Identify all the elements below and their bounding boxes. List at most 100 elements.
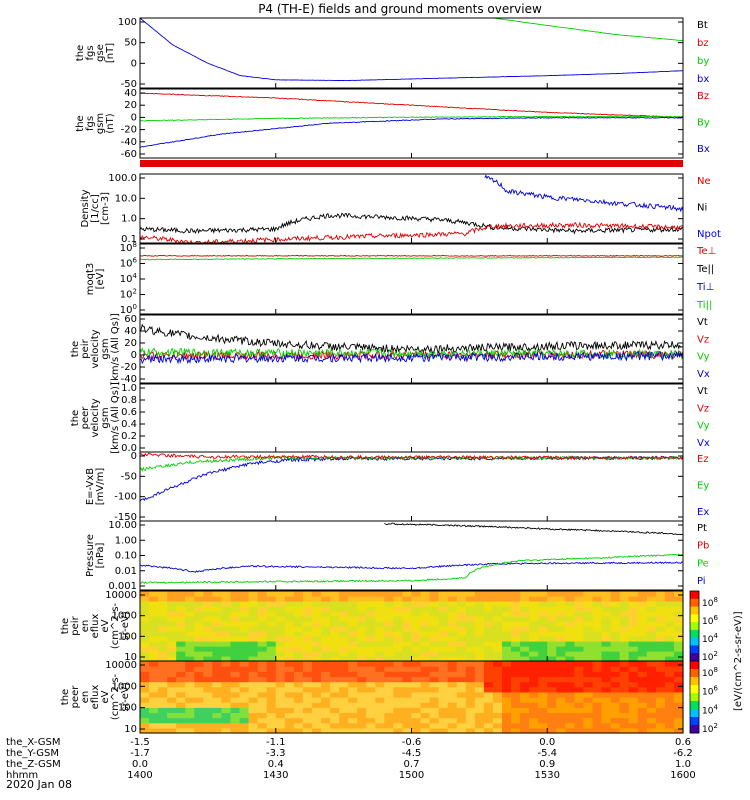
ylabel-line: velocity (90, 398, 101, 437)
spectrogram-cell (239, 686, 250, 693)
spectrogram-cell (302, 712, 313, 719)
spectrogram-cell (502, 702, 512, 708)
spectrogram-cell (628, 596, 639, 602)
spectrogram-cell (176, 646, 186, 652)
spectrogram-cell (655, 676, 666, 683)
spectrogram-cell (520, 651, 530, 657)
spectrogram-cell (565, 691, 575, 698)
spectrogram-cell (592, 626, 603, 632)
spectrogram-cell (547, 722, 557, 729)
spectrogram-cell (565, 676, 575, 683)
axis-row-value: -0.6 (402, 737, 422, 748)
spectrogram-cell (194, 606, 204, 612)
spectrogram-cell (302, 722, 313, 729)
spectrogram-cell (330, 697, 340, 703)
spectrogram-cell (673, 676, 684, 683)
spectrogram-cell (547, 697, 557, 703)
spectrogram-cell (230, 606, 241, 612)
spectrogram-cell (348, 606, 358, 612)
ylabel-line: eV (100, 619, 111, 632)
ytick-label: 0 (131, 58, 137, 69)
spectrogram-cell (203, 666, 213, 672)
spectrogram-cell (664, 626, 675, 632)
spectrogram-cell (140, 596, 150, 602)
spectrogram-cell (230, 727, 241, 734)
spectrogram-cell (149, 621, 159, 627)
spectrogram-cell (628, 656, 639, 662)
spectrogram-cell (637, 611, 648, 617)
spectrogram-cell (239, 591, 250, 597)
spectrogram-cell (275, 717, 286, 724)
spectrogram-cell (592, 646, 603, 652)
spectrogram-cell (284, 646, 295, 652)
spectrogram-cell (420, 596, 431, 602)
axis-row-value: 1600 (670, 770, 695, 781)
spectrogram-cell (673, 717, 684, 724)
spectrogram-cell (474, 702, 485, 708)
spectrogram-cell (583, 676, 594, 683)
spectrogram-cell (456, 591, 467, 597)
spectrogram-cell (520, 611, 530, 617)
spectrogram-cell (565, 641, 575, 647)
spectrogram-cell (664, 596, 675, 602)
spectrogram-cell (366, 722, 376, 729)
spectrogram-cell (592, 641, 603, 647)
spectrogram-cell (185, 641, 195, 647)
spectrogram-cell (257, 606, 268, 612)
spectrogram-cell (393, 712, 404, 719)
spectrogram-cell (302, 717, 313, 724)
spectrogram-cell (664, 631, 675, 637)
ylabel-line: peer (80, 406, 91, 430)
spectrogram-cell (203, 611, 213, 617)
spectrogram-cell (203, 616, 213, 622)
spectrogram-cell (239, 606, 250, 612)
spectrogram-cell (339, 676, 349, 683)
spectrogram-cell (293, 651, 304, 657)
spectrogram-cell (185, 591, 195, 597)
spectrogram-cell (520, 707, 530, 714)
spectrogram-cell (284, 712, 295, 719)
legend-Ne: Ne (697, 176, 711, 187)
spectrogram-cell (520, 702, 530, 708)
spectrogram-cell (538, 601, 548, 607)
spectrogram-cell (221, 596, 232, 602)
spectrogram-cell (167, 702, 177, 708)
spectrogram-cell (203, 661, 213, 667)
spectrogram-cell (574, 697, 585, 703)
spectrogram-cell (221, 676, 232, 683)
spectrogram-cell (655, 691, 666, 698)
spectrogram-cell (402, 681, 413, 688)
spectrogram-cell (610, 722, 621, 729)
spectrogram-cell (140, 611, 150, 617)
spectrogram-cell (483, 707, 494, 714)
spectrogram-cell (547, 611, 557, 617)
spectrogram-cell (230, 671, 241, 678)
spectrogram-cell (610, 727, 621, 734)
spectrogram-cell (203, 676, 213, 683)
spectrogram-cell (330, 636, 340, 642)
spectrogram-cell (601, 651, 612, 657)
spectrogram-cell (619, 591, 630, 597)
spectrogram-cell (140, 707, 150, 714)
spectrogram-cell (293, 697, 304, 703)
spectrogram-cell (465, 686, 476, 693)
axis-row-label: the_Z-GSM (6, 759, 61, 770)
spectrogram-cell (420, 626, 431, 632)
spectrogram-cell (221, 707, 232, 714)
spectrogram-cell (502, 626, 512, 632)
spectrogram-cell (655, 707, 666, 714)
spectrogram-cell (511, 601, 521, 607)
spectrogram-cell (402, 636, 413, 642)
spectrogram-cell (511, 681, 521, 688)
spectrogram-cell (447, 591, 458, 597)
spectrogram-cell (592, 717, 603, 724)
spectrogram-cell (420, 646, 431, 652)
ylabel-line: eV (100, 690, 111, 703)
spectrogram-cell (384, 591, 394, 597)
spectrogram-cell (429, 591, 440, 597)
spectrogram-cell (619, 606, 630, 612)
spectrogram-cell (221, 686, 232, 693)
spectrogram-cell (447, 596, 458, 602)
colorbar-tick-label: 106 (702, 614, 718, 627)
ylabel-line: moqt3 (85, 263, 96, 296)
